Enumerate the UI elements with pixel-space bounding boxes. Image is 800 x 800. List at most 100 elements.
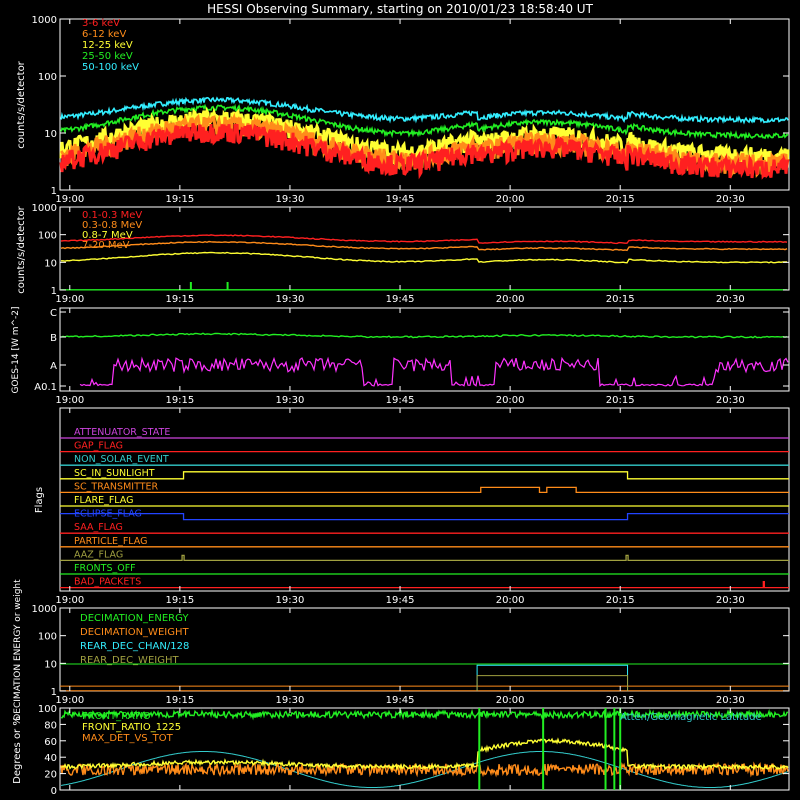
y-tick-label: 20	[44, 770, 57, 781]
flag-line	[60, 471, 789, 480]
y-tick-label: B	[50, 333, 57, 344]
legend-entry: 0.8-7 MeV	[82, 230, 133, 241]
time-tick-label: 19:15	[165, 395, 194, 406]
time-tick-label: 20:30	[716, 194, 745, 205]
time-tick-label: 19:45	[386, 595, 415, 606]
y-tick-label: A	[50, 361, 57, 372]
time-tick-label: 19:00	[55, 395, 84, 406]
time-tick-label: 20:15	[606, 395, 635, 406]
y-tick-label: 10	[44, 258, 57, 269]
time-tick-label: 20:00	[496, 595, 525, 606]
y-tick-label: 100	[38, 632, 57, 643]
flag-label: AAZ_FLAG	[74, 549, 123, 560]
time-tick-label: 19:15	[165, 595, 194, 606]
panel-ratios: 0 20 40 60 80 100 FRONT_RATIOFRONT_RATIO_1225…	[12, 704, 790, 797]
time-tick-label: 20:00	[496, 395, 525, 406]
time-tick-label: 20:00	[496, 194, 525, 205]
time-tick-label: 20:00	[496, 294, 525, 305]
time-tick-label: 19:45	[386, 695, 415, 706]
legend-entry: REAR_DEC_WEIGHT	[80, 655, 179, 666]
time-tick-label: 19:00	[55, 595, 84, 606]
time-tick-label: 20:15	[606, 695, 635, 706]
series-goes-short	[79, 356, 789, 388]
time-tick-label: 19:30	[276, 395, 305, 406]
y-tick-label: A0.1	[34, 382, 57, 393]
series-0.1-0.3-MeV	[60, 234, 788, 245]
legend-entry: 7-20 MeV	[82, 240, 130, 251]
time-tick-label: 19:30	[276, 595, 305, 606]
time-tick-label: 19:00	[55, 194, 84, 205]
legend-entry: DECIMATION_ENERGY	[80, 613, 189, 624]
series-rear-dec-weight	[476, 675, 629, 691]
series-50-100-keV	[60, 96, 789, 125]
time-tick-label: 20:15	[606, 595, 635, 606]
legend-entry: 0.1-0.3 MeV	[82, 210, 142, 221]
time-tick-label: 20:30	[716, 595, 745, 606]
y-tick-label: 100	[38, 72, 57, 83]
legend-entry: 12-25 keV	[82, 40, 133, 51]
time-tick-label: 19:30	[276, 294, 305, 305]
flag-label: PARTICLE_FLAG	[74, 536, 147, 547]
time-tick-label: 19:30	[276, 695, 305, 706]
p6-ylabel: Degrees or %	[12, 716, 23, 784]
time-tick-label: 19:15	[165, 294, 194, 305]
time-tick-label: 20:30	[716, 395, 745, 406]
panel-decimation: 1 10 100 1000 DECIMATION_ENERGY DECIMATION_W…	[13, 579, 790, 721]
y-tick-label: 100	[38, 231, 57, 242]
legend-entry: FRONT_RATIO_1225	[82, 722, 181, 733]
time-tick-label: 19:15	[165, 194, 194, 205]
panel-flags: ATTENUATOR_STATE GAP_FLAG NON_SOLAR_EVENT S…	[34, 407, 790, 592]
y-tick-label: 1000	[32, 15, 57, 26]
series-0.8-7-MeV	[61, 251, 787, 264]
flag-label: SAA_FLAG	[74, 522, 123, 533]
y-tick-label: 100	[38, 704, 57, 715]
flag-label: NON_SOLAR_EVENT	[74, 454, 169, 465]
time-tick-label: 19:45	[386, 194, 415, 205]
time-tick-label: 19:00	[55, 294, 84, 305]
series-geomagnetic-latitude	[60, 751, 789, 788]
series-25-50-keV	[60, 103, 789, 141]
y-tick-label: 80	[44, 720, 57, 731]
p4-ylabel: Flags	[34, 487, 45, 513]
series-front-ratio	[60, 708, 789, 721]
legend-entry: REAR_DEC_CHAN/128	[80, 641, 189, 652]
legend-entry: 25-50 keV	[82, 51, 133, 62]
series-goes-long	[60, 332, 788, 339]
series-0.3-0.8-MeV	[60, 240, 788, 252]
flag-line	[60, 486, 789, 494]
flag-label: SC_IN_SUNLIGHT	[74, 468, 155, 479]
chart-title: HESSI Observing Summary, starting on 201…	[207, 2, 593, 16]
panel-goes: A0.1 A B C GOES-14 [W m^-2]	[11, 306, 790, 394]
legend-entry: 6-12 keV	[82, 29, 126, 40]
y-tick-label: C	[50, 308, 57, 319]
y-tick-label: 1000	[32, 604, 57, 615]
p1-ylabel: counts/s/detector	[16, 60, 27, 148]
legend-entry: 3-6 keV	[82, 18, 120, 29]
time-tick-label: 20:15	[606, 194, 635, 205]
y-tick-label: 10	[44, 659, 57, 670]
flag-label: FRONTS_OFF	[74, 563, 136, 574]
legend-entry: MAX_DET_VS_TOT	[82, 733, 174, 744]
flag-label: SC_TRANSMITTER	[74, 481, 159, 492]
time-tick-label: 20:15	[606, 294, 635, 305]
p6-annotation: Atten/Geomagnetic Latitude	[620, 712, 762, 723]
y-tick-label: 10	[44, 129, 57, 140]
time-tick-label: 19:00	[55, 695, 84, 706]
series-rear-dec-chan	[476, 664, 629, 691]
p5-ylabel: DECIMATION ENERGY or weight	[13, 579, 23, 721]
flag-line	[60, 512, 789, 521]
flag-line	[60, 554, 789, 562]
p3-ylabel: GOES-14 [W m^-2]	[11, 306, 21, 393]
legend-entry: DECIMATION_WEIGHT	[80, 627, 189, 638]
series-3-6-keV	[59, 122, 790, 180]
time-tick-label: 19:45	[386, 294, 415, 305]
y-tick-label: 1	[51, 286, 57, 297]
flag-line	[60, 580, 789, 589]
time-tick-label: 20:30	[716, 695, 745, 706]
time-tick-label: 19:45	[386, 395, 415, 406]
time-tick-label: 19:15	[165, 695, 194, 706]
flag-label: FLARE_FLAG	[74, 495, 134, 506]
y-tick-label: 0	[51, 786, 57, 797]
